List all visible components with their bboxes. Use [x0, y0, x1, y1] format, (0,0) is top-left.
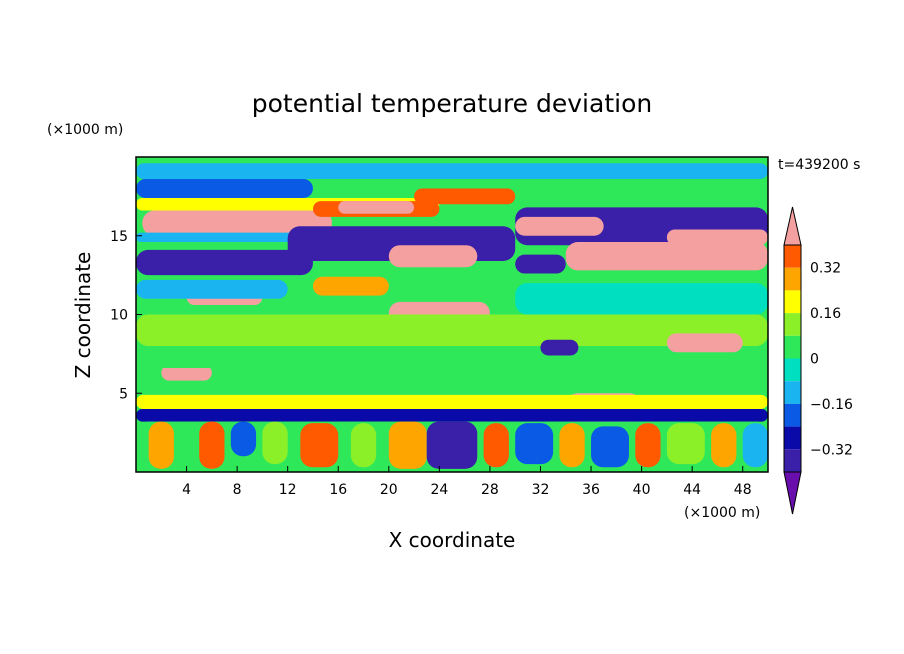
- colorbar-frame: [783, 244, 802, 473]
- contour-region-43: [635, 423, 661, 468]
- colorbar-tick-label: −0.32: [810, 442, 853, 458]
- colorbar-bin: [784, 426, 801, 450]
- contour-region-46: [742, 423, 768, 468]
- x-tick-label: 8: [233, 482, 242, 498]
- contour-region-33: [230, 421, 257, 457]
- x-tick-label: 48: [734, 482, 752, 498]
- colorbar-bin: [784, 449, 801, 472]
- contour-region-39: [483, 423, 509, 468]
- x-unit-label: (×1000 m): [684, 505, 760, 521]
- contour-region-38: [426, 421, 478, 469]
- x-tick-label: 20: [380, 482, 398, 498]
- y-axis-label: Z coordinate: [71, 252, 95, 379]
- contour-region-14: [388, 245, 478, 268]
- contour-region-41: [559, 423, 585, 468]
- y-axis: 5 10 15: [110, 229, 142, 402]
- colorbar-bin: [784, 290, 801, 314]
- colorbar-under-arrow: [783, 471, 802, 515]
- colorbar-bin: [784, 335, 801, 359]
- contour-region-5: [338, 201, 415, 214]
- x-tick-label: 24: [430, 482, 448, 498]
- contour-region-0: [136, 163, 768, 180]
- x-axis-label: X coordinate: [389, 528, 516, 552]
- contour-fills: [136, 163, 768, 472]
- plot-area: [135, 156, 769, 473]
- contour-region-3: [142, 210, 332, 236]
- colorbar: 0.32 0.16 0 −0.16 −0.32: [783, 206, 853, 515]
- contour-region-36: [350, 423, 377, 468]
- colorbar-bin: [784, 267, 801, 291]
- x-tick-label: 4: [182, 482, 191, 498]
- contour-region-26: [540, 339, 579, 356]
- y-tick-label: 15: [110, 229, 128, 245]
- time-label: t=439200 s: [778, 157, 860, 173]
- x-tick-label: 36: [582, 482, 600, 498]
- x-tick-label: 12: [279, 482, 297, 498]
- x-axis: 4 8 12 16 20 24 28 32 36 40 44 48: [182, 466, 752, 498]
- x-tick-label: 32: [532, 482, 550, 498]
- colorbar-bin: [784, 381, 801, 404]
- contour-region-11: [515, 216, 604, 236]
- contour-region-44: [666, 423, 705, 465]
- contour-region-29: [136, 394, 768, 409]
- x-tick-label: 44: [683, 482, 701, 498]
- y-tick-label: 5: [119, 386, 128, 402]
- contour-region-32: [199, 421, 225, 469]
- contour-region-28: [136, 409, 768, 422]
- contour-region-22: [136, 314, 768, 346]
- x-tick-label: 28: [481, 482, 499, 498]
- colorbar-tick-label: 0: [810, 352, 819, 368]
- colorbar-tick-label: 0.32: [810, 261, 841, 277]
- colorbar-tick-label: −0.16: [810, 397, 853, 413]
- contour-region-13: [666, 229, 768, 246]
- contour-region-15: [515, 254, 566, 274]
- contour-region-24: [161, 364, 212, 381]
- contour-region-21: [515, 283, 768, 315]
- y-tick-label: 10: [110, 308, 128, 324]
- colorbar-bin: [784, 313, 801, 336]
- contour-region-40: [515, 423, 554, 465]
- contour-region-6: [414, 188, 516, 205]
- contour-region-9: [136, 249, 313, 276]
- x-tick-label: 16: [329, 482, 347, 498]
- contour-region-20: [136, 279, 288, 299]
- contour-region-31: [148, 421, 174, 469]
- contour-region-23: [666, 333, 743, 353]
- chart-title: potential temperature deviation: [252, 89, 652, 118]
- y-unit-label: (×1000 m): [47, 122, 123, 138]
- contour-region-37: [388, 421, 427, 469]
- contour-region-12: [565, 242, 768, 271]
- colorbar-bin: [784, 358, 801, 382]
- contour-region-34: [262, 421, 288, 465]
- contour-region-42: [591, 426, 629, 468]
- contour-region-16: [312, 276, 389, 296]
- contour-region-1: [136, 179, 313, 198]
- colorbar-bin: [784, 245, 801, 268]
- colorbar-over-arrow: [783, 206, 802, 246]
- colorbar-bin: [784, 403, 801, 427]
- contour-region-45: [711, 423, 737, 468]
- x-tick-label: 40: [633, 482, 651, 498]
- contour-region-25: [136, 352, 389, 369]
- contour-region-35: [300, 423, 339, 468]
- colorbar-tick-label: 0.16: [810, 306, 841, 322]
